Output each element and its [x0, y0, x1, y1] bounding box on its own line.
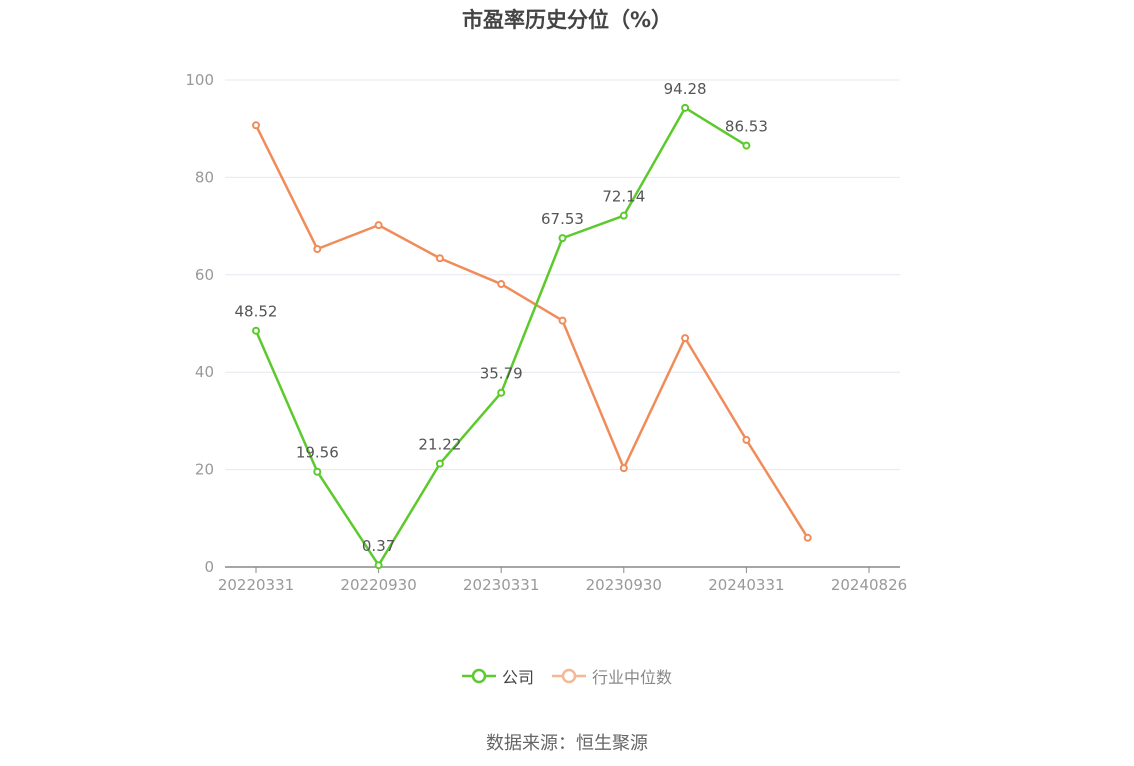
data-point-company: [742, 141, 751, 150]
legend-label-company: 公司: [501, 668, 534, 687]
data-label-company: 67.53: [541, 210, 584, 228]
y-tick-label: 60: [195, 266, 214, 284]
data-point-industry: [374, 221, 383, 230]
x-tick-label: 20230331: [463, 576, 539, 594]
legend-item-industry[interactable]: 行业中位数: [552, 664, 672, 688]
data-point-company: [497, 388, 506, 397]
data-point-company: [313, 467, 322, 476]
data-label-company: 94.28: [664, 80, 707, 98]
data-label-company: 48.52: [235, 303, 278, 321]
data-source: 数据来源：恒生聚源: [486, 733, 648, 754]
x-tick-label: 20220930: [340, 576, 416, 594]
chart-legend: 公司 行业中位数: [0, 664, 1134, 688]
chart-plot: 0 20 40 60 80 100 20220331 20220930 20230331 2023…: [185, 71, 907, 594]
data-point-company: [681, 103, 690, 112]
data-point-industry: [497, 280, 506, 289]
data-point-industry: [558, 316, 567, 325]
data-point-company: [252, 326, 260, 335]
y-tick-label: 0: [204, 558, 214, 576]
y-tick-label: 80: [195, 168, 214, 186]
data-point-industry: [681, 334, 690, 343]
chart-title: 市盈率历史分位（%）: [461, 8, 673, 32]
y-tick-label: 20: [195, 461, 214, 479]
data-point-company: [374, 561, 383, 570]
series-line-industry: [254, 124, 809, 539]
x-tick-label: 20240331: [708, 576, 784, 594]
data-point-industry: [619, 464, 628, 473]
y-tick-label: 100: [185, 71, 214, 89]
data-label-company: 86.53: [725, 118, 768, 136]
data-point-industry: [742, 435, 751, 444]
data-label-company: 0.37: [362, 537, 395, 555]
legend-item-company[interactable]: 公司: [461, 664, 534, 688]
data-label-company: 72.14: [602, 188, 645, 206]
data-label-company: 35.79: [480, 365, 523, 383]
legend-label-industry: 行业中位数: [592, 668, 673, 687]
x-tick-label: 20240826: [831, 576, 907, 594]
legend-swatch-company-icon: [461, 668, 496, 684]
x-tick-label: 20220331: [218, 576, 294, 594]
data-point-industry: [803, 533, 812, 542]
data-point-company: [558, 234, 567, 243]
data-point-industry: [252, 121, 260, 130]
data-point-company: [435, 459, 444, 468]
series-line-company: [254, 106, 748, 567]
data-point-industry: [313, 244, 322, 253]
data-point-company: [619, 211, 628, 220]
legend-swatch-industry-icon: [552, 668, 586, 684]
y-tick-label: 40: [195, 363, 214, 381]
data-label-company: 19.56: [296, 444, 339, 462]
x-tick-label: 20230930: [586, 576, 662, 594]
data-point-industry: [435, 254, 444, 263]
data-label-company: 21.22: [418, 436, 461, 454]
